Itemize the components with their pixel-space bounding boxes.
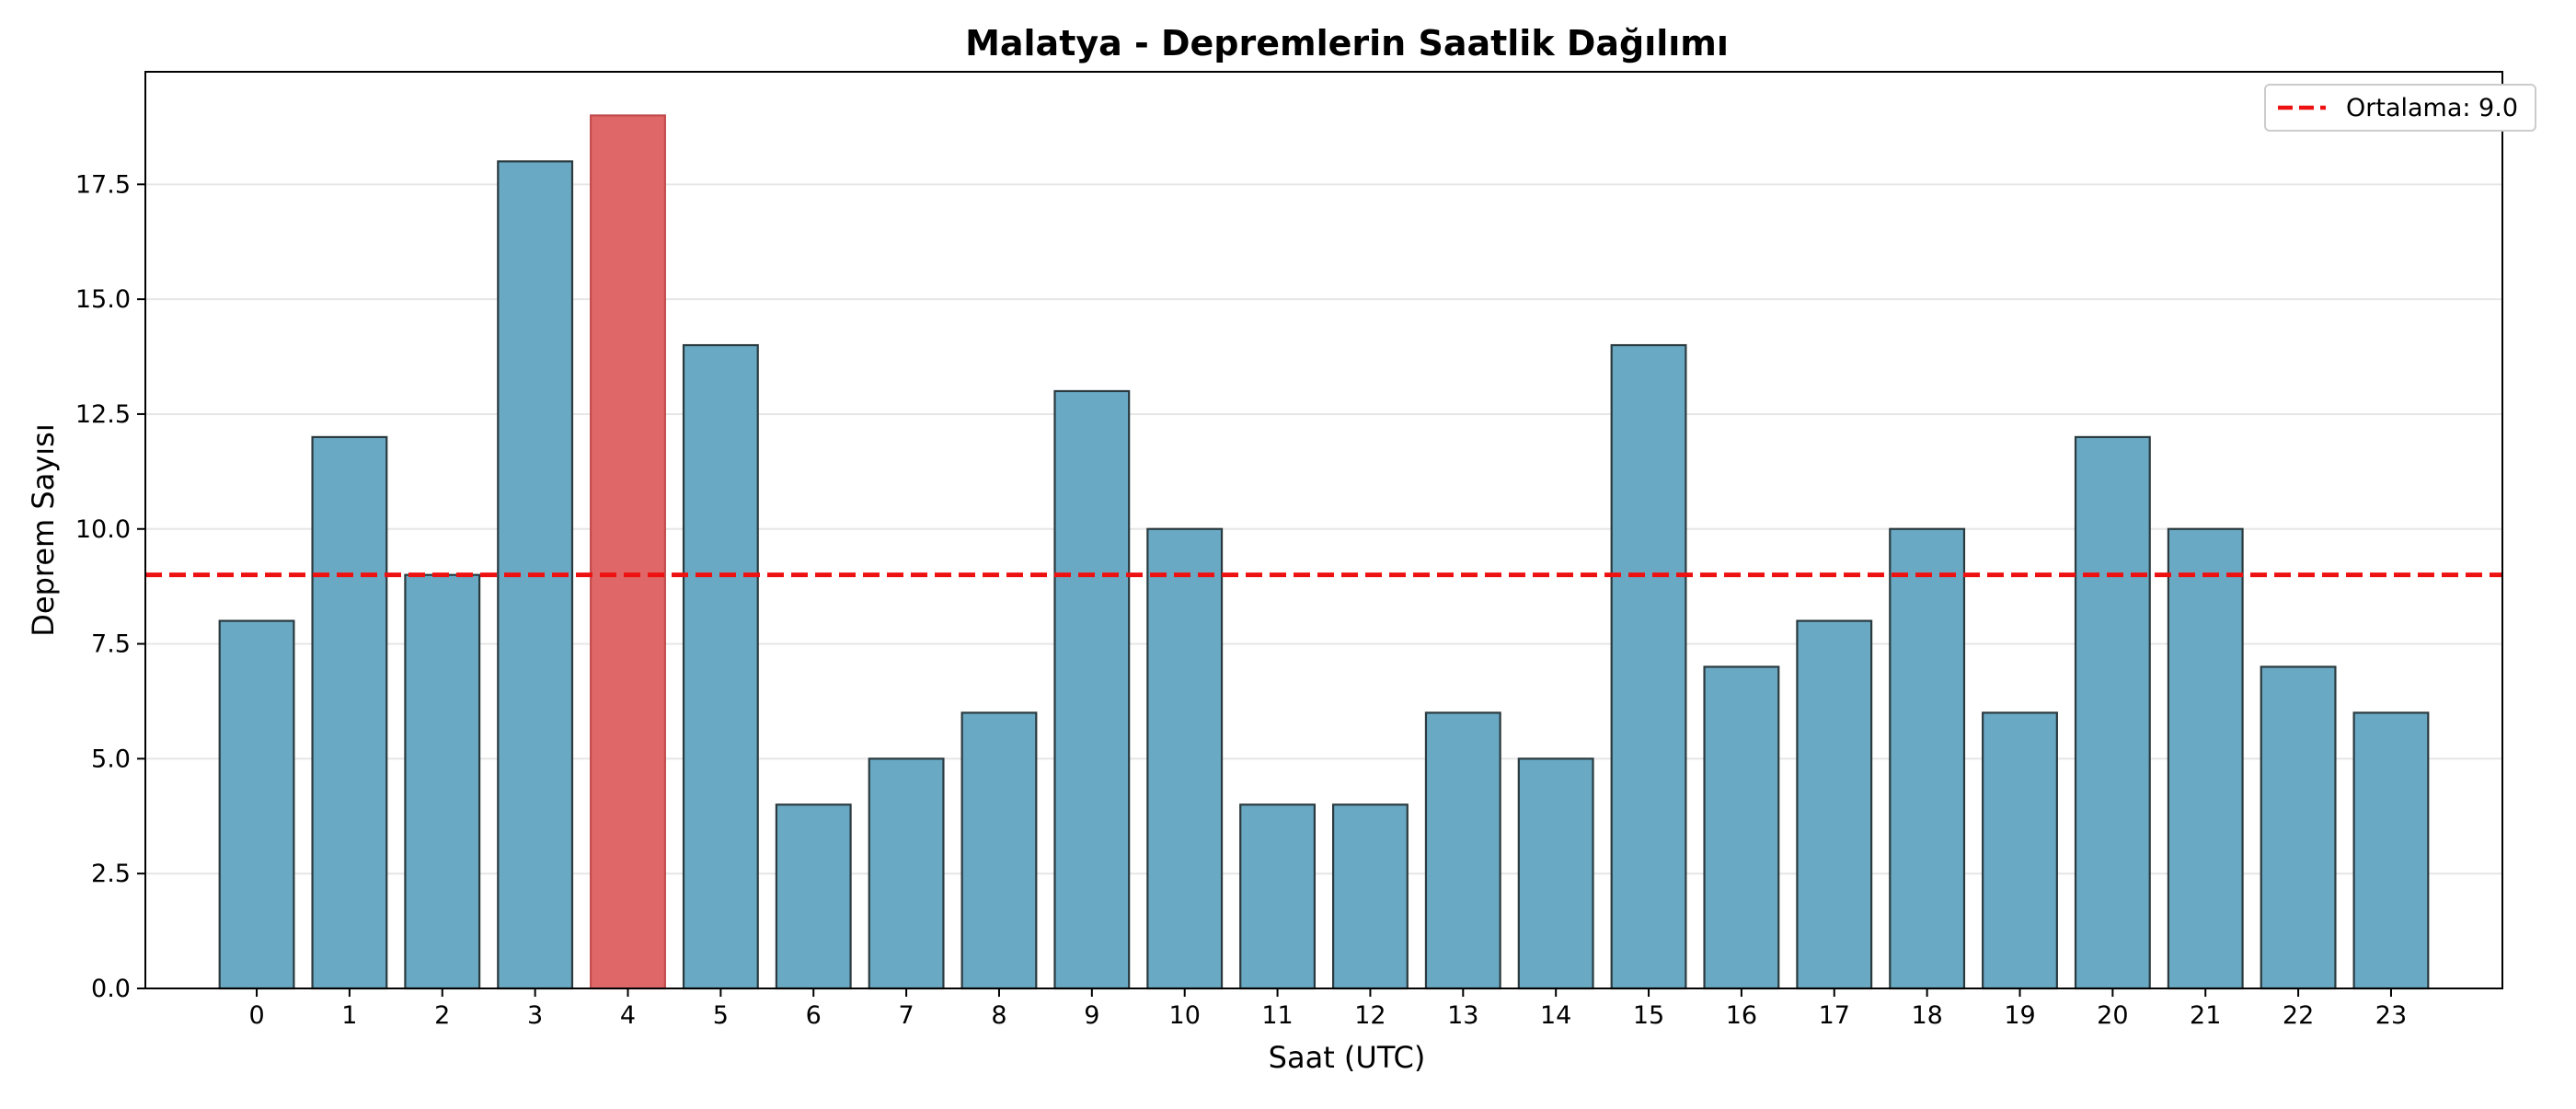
bar <box>2352 711 2430 990</box>
bar <box>1239 803 1317 990</box>
bar <box>404 573 481 990</box>
x-tick-label: 15 <box>1633 1001 1664 1030</box>
x-tick-label: 21 <box>2190 1001 2221 1030</box>
x-tick-label: 6 <box>806 1001 822 1030</box>
bar <box>775 803 852 990</box>
x-tick-label: 9 <box>1084 1001 1099 1030</box>
bar <box>311 435 388 990</box>
x-tick-label: 5 <box>713 1001 729 1030</box>
bar <box>960 711 1038 990</box>
bar <box>2074 435 2151 990</box>
y-tick-label: 10.0 <box>75 515 131 544</box>
bar <box>1796 619 1873 990</box>
bar <box>1331 803 1409 990</box>
x-axis-ticks: 0 1 2 3 4 5 6 7 8 9 10 11 12 13 14 15 16 17 18 19 20 21 22 23 <box>248 988 2407 1030</box>
legend: Ortalama: 9.0 <box>2264 84 2536 132</box>
x-tick-label: 11 <box>1261 1001 1293 1030</box>
chart-title: Malatya - Depremlerin Saatlik Dağılımı <box>965 23 1729 64</box>
x-tick-label: 18 <box>1911 1001 1942 1030</box>
x-tick-label: 19 <box>2004 1001 2035 1030</box>
x-tick-label: 3 <box>527 1001 543 1030</box>
y-axis-label: Deprem Sayısı <box>26 423 61 636</box>
x-tick-label: 16 <box>1726 1001 1757 1030</box>
x-tick-label: 8 <box>991 1001 1006 1030</box>
x-tick-label: 1 <box>341 1001 357 1030</box>
x-tick-label: 13 <box>1447 1001 1478 1030</box>
y-tick-label: 5.0 <box>91 745 131 773</box>
bar-highlighted <box>590 114 666 990</box>
x-tick-label: 0 <box>248 1001 264 1030</box>
bar <box>2167 527 2244 990</box>
y-tick-label: 2.5 <box>91 860 131 888</box>
y-tick-label: 15.0 <box>75 285 131 314</box>
y-tick-label: 12.5 <box>75 400 131 429</box>
bar <box>1053 389 1131 990</box>
x-tick-label: 23 <box>2375 1001 2407 1030</box>
bar <box>1703 665 1780 990</box>
x-axis-label: Saat (UTC) <box>1269 1040 1426 1075</box>
bar <box>1424 711 1501 990</box>
x-tick-label: 22 <box>2283 1001 2314 1030</box>
bar <box>1889 527 1966 990</box>
x-tick-label: 4 <box>620 1001 636 1030</box>
y-tick-label: 0.0 <box>91 975 131 1003</box>
bar <box>682 343 759 990</box>
legend-box <box>2264 84 2536 132</box>
x-tick-label: 20 <box>2097 1001 2128 1030</box>
x-tick-label: 17 <box>1819 1001 1850 1030</box>
bar <box>1982 711 2058 990</box>
x-tick-label: 14 <box>1540 1001 1571 1030</box>
bar <box>868 757 945 990</box>
bar <box>1517 757 1594 990</box>
y-tick-label: 7.5 <box>91 630 131 659</box>
x-tick-label: 10 <box>1169 1001 1201 1030</box>
plot-frame <box>144 71 2503 989</box>
y-axis-ticks: 0.0 2.5 5.0 7.5 10.0 12.5 15.0 17.5 <box>75 170 145 1003</box>
bar <box>1610 343 1687 990</box>
x-tick-label: 2 <box>434 1001 450 1030</box>
legend-label: Ortalama: 9.0 <box>2346 94 2518 122</box>
bar <box>2260 665 2337 990</box>
y-tick-label: 17.5 <box>75 170 131 199</box>
bar <box>218 619 295 990</box>
x-tick-label: 7 <box>899 1001 914 1030</box>
x-tick-label: 12 <box>1354 1001 1386 1030</box>
bar <box>1146 527 1224 990</box>
